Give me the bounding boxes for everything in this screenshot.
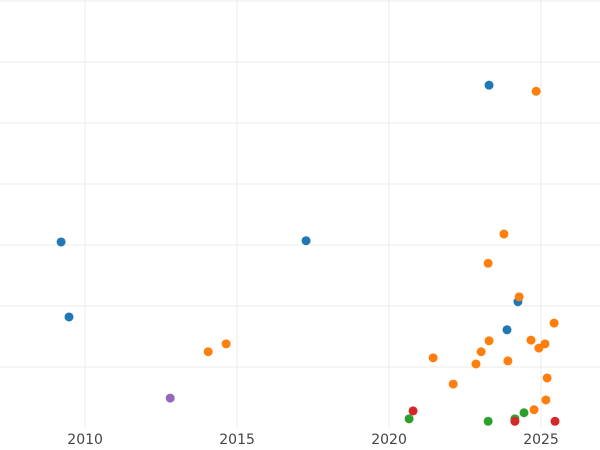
- point: [549, 318, 559, 328]
- point: [428, 353, 438, 363]
- point: [510, 416, 520, 426]
- point: [476, 347, 486, 357]
- point: [221, 339, 231, 349]
- point: [514, 292, 524, 302]
- point: [165, 393, 175, 403]
- point: [483, 258, 493, 268]
- x-tick-label: 2025: [523, 432, 559, 448]
- point: [56, 237, 66, 247]
- point: [519, 408, 529, 418]
- point: [502, 325, 512, 335]
- point: [541, 395, 551, 405]
- point: [526, 335, 536, 345]
- point: [529, 405, 539, 415]
- point: [471, 359, 481, 369]
- point: [534, 343, 544, 353]
- point: [484, 80, 494, 90]
- x-tick-label: 2015: [219, 432, 255, 448]
- point: [408, 406, 418, 416]
- point: [503, 356, 513, 366]
- point: [542, 373, 552, 383]
- point: [404, 414, 414, 424]
- point: [483, 416, 493, 426]
- point: [64, 312, 74, 322]
- point: [301, 236, 311, 246]
- point: [499, 229, 509, 239]
- point: [484, 336, 494, 346]
- x-tick-label: 2020: [371, 432, 407, 448]
- x-tick-label: 2010: [67, 432, 103, 448]
- point: [448, 379, 458, 389]
- point: [531, 86, 541, 96]
- point: [203, 347, 213, 357]
- point: [550, 416, 560, 426]
